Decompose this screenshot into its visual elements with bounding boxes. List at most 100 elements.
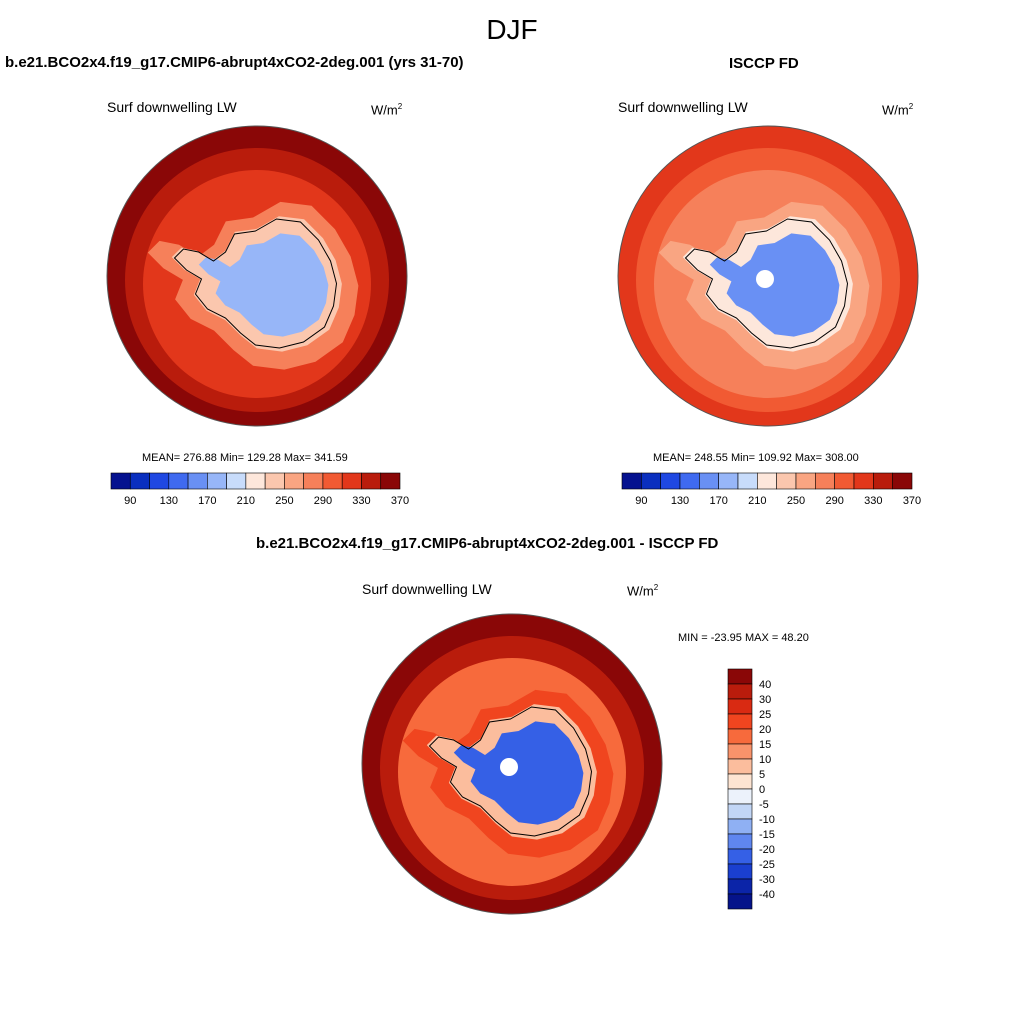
panel2-units: W/m2 [882,102,914,118]
panel2-variable-label: Surf downwelling LW [618,99,748,115]
map-zone-1 [362,614,662,914]
colorbar-swatch [727,668,753,685]
panel3-polar-map [361,613,663,915]
colorbar-swatch [727,758,753,775]
colorbar-swatch [718,472,739,490]
colorbar-tick-label: 370 [903,495,921,507]
colorbar-swatch [727,833,753,850]
colorbar-tick-label: 250 [787,495,805,507]
colorbar-swatch [129,472,150,490]
colorbar-tick-label: 20 [759,724,771,736]
colorbar-tick-label: 90 [124,495,136,507]
map-zone-2 [125,148,389,412]
colorbar-swatch [621,472,642,490]
map-zone-4 [402,689,614,858]
map-zone-5 [171,216,342,352]
colorbar-swatch [361,472,382,490]
colorbar-swatch [727,848,753,865]
colorbar-swatch [168,472,189,490]
colorbar-swatch [727,728,753,745]
colorbar-tick-label: 40 [759,679,771,691]
colorbar-swatch [757,472,777,490]
panel3-variable-label: Surf downwelling LW [362,581,492,597]
colorbar-swatch [892,472,913,490]
map-boundary [361,613,663,915]
colorbar-swatch [727,863,753,880]
colorbar-swatch [737,472,758,490]
colorbar-swatch [727,683,753,700]
colorbar-swatch [727,743,753,760]
map-zone-1 [618,126,918,426]
colorbar-tick-label: 170 [709,495,727,507]
map-zone-4 [658,201,870,370]
colorbar-swatch [264,472,285,490]
map-zone-5 [426,704,597,840]
panel1-polar-map [106,125,408,427]
colorbar-tick-label: -25 [759,859,775,871]
panel2-polar-map [617,125,919,427]
map-zone-6 [453,721,584,825]
colorbar-swatch [727,818,753,835]
colorbar-swatch [727,713,753,730]
colorbar-swatch [341,472,362,490]
colorbar-tick-label: 330 [864,495,882,507]
colorbar-tick-label: 0 [759,784,765,796]
colorbar-swatch [699,472,719,490]
colorbar-tick-label: -10 [759,814,775,826]
colorbar-swatch [110,472,131,490]
colorbar-swatch [660,472,681,490]
colorbar-swatch [187,472,208,490]
panel2-title: ISCCP FD [729,55,799,72]
coastline [173,218,338,349]
colorbar-swatch [815,472,835,490]
colorbar-tick-label: 330 [352,495,370,507]
panel3-colorbar: 40 30 25 20 15 10 5 0 -5 -10 -15 -20 -25 -30 -40 [727,668,775,910]
colorbar-swatch [873,472,893,490]
map-boundary [106,125,408,427]
missing-data-pole [500,758,518,776]
colorbar-swatch [727,878,753,895]
panel3-stats: MIN = -23.95 MAX = 48.20 [678,632,809,644]
colorbar-swatch [207,472,227,490]
map-zone-3 [398,658,626,886]
colorbar-tick-label: 250 [275,495,293,507]
colorbar-tick-label: -5 [759,799,769,811]
colorbar-tick-label: -40 [759,889,775,901]
colorbar-tick-label: -15 [759,829,775,841]
panel3-title: b.e21.BCO2x4.f19_g17.CMIP6-abrupt4xCO2-2… [256,535,719,552]
map-zone-4 [147,201,359,370]
panel1-title: b.e21.BCO2x4.f19_g17.CMIP6-abrupt4xCO2-2… [5,54,464,71]
panel1-stats: MEAN= 276.88 Min= 129.28 Max= 341.59 [142,452,348,464]
colorbar-tick-label: 130 [671,495,689,507]
colorbar-swatch [727,803,753,820]
map-zone-2 [636,148,900,412]
panel1-colorbar: 90 130 170 210 250 290 330 370 [110,472,409,507]
colorbar-swatch [284,472,304,490]
map-zone-2 [380,636,644,900]
colorbar-tick-label: 290 [314,495,332,507]
colorbar-swatch [226,472,247,490]
colorbar-swatch [149,472,170,490]
colorbar-swatch [380,472,401,490]
colorbar-tick-label: 370 [391,495,409,507]
map-zone-1 [107,126,407,426]
colorbar-swatch [679,472,700,490]
colorbar-tick-label: 15 [759,739,771,751]
colorbar-swatch [641,472,661,490]
map-zone-5 [682,216,853,352]
colorbar-tick-label: 30 [759,694,771,706]
colorbar-tick-label: -30 [759,874,775,886]
map-zone-3 [143,170,371,398]
colorbar-swatch [727,773,753,790]
colorbar-tick-label: 90 [635,495,647,507]
colorbar-tick-label: 10 [759,754,771,766]
coastline [684,218,849,349]
missing-data-pole [756,270,774,288]
map-zone-6 [709,233,840,337]
colorbar-swatch [727,893,753,910]
colorbar-swatch [853,472,874,490]
colorbar-swatch [727,788,753,805]
colorbar-swatch [776,472,797,490]
panel2-colorbar: 90 130 170 210 250 290 330 370 [621,472,921,507]
colorbar-tick-label: 130 [160,495,178,507]
